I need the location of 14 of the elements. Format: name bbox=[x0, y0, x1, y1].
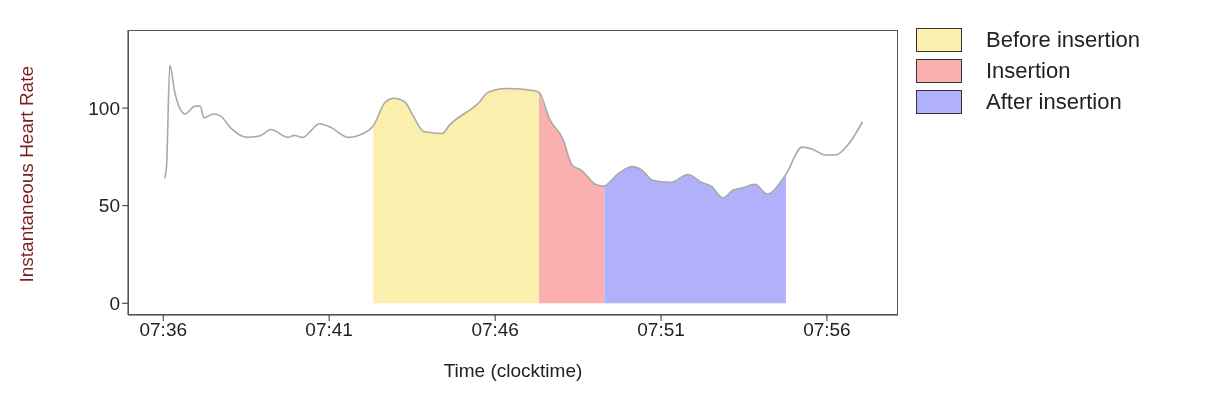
x-tick-label: 07:56 bbox=[803, 319, 851, 341]
legend-label: Before insertion bbox=[986, 26, 1141, 53]
x-tick-label: 07:51 bbox=[637, 319, 685, 341]
y-tick-label: 0 bbox=[109, 293, 120, 315]
x-tick-label: 07:36 bbox=[139, 319, 188, 341]
x-tick-label: 07:41 bbox=[305, 319, 353, 341]
x-tick-label: 07:46 bbox=[471, 319, 519, 341]
x-axis-title: Time (clocktime) bbox=[443, 360, 583, 381]
y-axis-title: Instantaneous Heart Rate bbox=[15, 65, 37, 283]
y-tick-label: 50 bbox=[98, 195, 120, 217]
legend-label: After insertion bbox=[986, 88, 1122, 115]
line-series bbox=[164, 64, 864, 199]
y-tick-label: 100 bbox=[88, 97, 120, 119]
legend-label: Insertion bbox=[986, 57, 1071, 84]
